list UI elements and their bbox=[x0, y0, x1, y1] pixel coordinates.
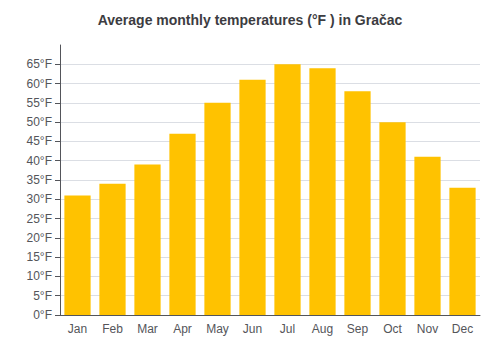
svg-text:55°F: 55°F bbox=[27, 96, 52, 110]
svg-text:Sep: Sep bbox=[347, 322, 369, 336]
svg-text:Jun: Jun bbox=[243, 322, 262, 336]
svg-text:15°F: 15°F bbox=[27, 250, 52, 264]
svg-text:40°F: 40°F bbox=[27, 154, 52, 168]
svg-text:25°F: 25°F bbox=[27, 212, 52, 226]
svg-text:Oct: Oct bbox=[383, 322, 402, 336]
svg-text:Feb: Feb bbox=[102, 322, 123, 336]
svg-text:Jan: Jan bbox=[68, 322, 87, 336]
svg-text:Aug: Aug bbox=[312, 322, 333, 336]
svg-text:65°F: 65°F bbox=[27, 57, 52, 71]
svg-text:5°F: 5°F bbox=[33, 289, 52, 303]
svg-text:May: May bbox=[206, 322, 229, 336]
svg-text:Nov: Nov bbox=[417, 322, 438, 336]
svg-text:60°F: 60°F bbox=[27, 77, 52, 91]
svg-text:Mar: Mar bbox=[137, 322, 158, 336]
svg-text:30°F: 30°F bbox=[27, 192, 52, 206]
svg-text:50°F: 50°F bbox=[27, 115, 52, 129]
svg-text:20°F: 20°F bbox=[27, 231, 52, 245]
svg-text:0°F: 0°F bbox=[33, 308, 52, 322]
svg-text:Dec: Dec bbox=[452, 322, 473, 336]
svg-text:Average monthly temperatures (: Average monthly temperatures (°F ) in Gr… bbox=[98, 12, 403, 28]
svg-text:10°F: 10°F bbox=[27, 269, 52, 283]
svg-text:35°F: 35°F bbox=[27, 173, 52, 187]
svg-text:Apr: Apr bbox=[173, 322, 192, 336]
svg-text:Jul: Jul bbox=[280, 322, 295, 336]
svg-text:45°F: 45°F bbox=[27, 134, 52, 148]
